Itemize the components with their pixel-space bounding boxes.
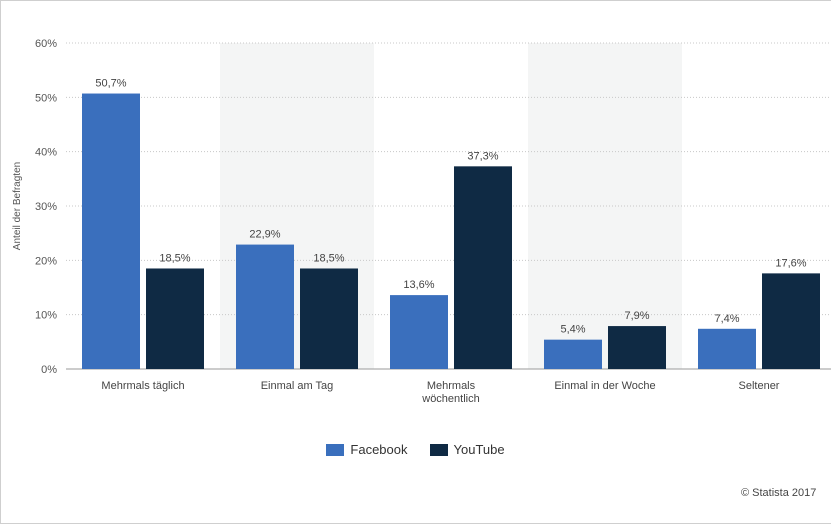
x-category-label: Einmal am Tag (261, 380, 334, 392)
category-band (528, 43, 682, 369)
bar-youtube[interactable] (146, 268, 204, 369)
legend-label-facebook: Facebook (350, 442, 408, 457)
bar-youtube[interactable] (454, 166, 512, 369)
bar-youtube[interactable] (762, 273, 820, 369)
legend: Facebook YouTube (0, 442, 831, 457)
data-label: 37,3% (467, 150, 498, 162)
x-category-label: Mehrmals täglich (101, 380, 184, 392)
legend-item-youtube[interactable]: YouTube (429, 442, 505, 457)
legend-label-youtube: YouTube (453, 442, 505, 457)
y-tick-label: 40% (35, 147, 57, 159)
x-category-label: Seltener (739, 380, 780, 392)
data-label: 17,6% (775, 257, 806, 269)
bar-facebook[interactable] (544, 339, 602, 369)
y-tick-label: 30% (35, 201, 57, 213)
y-axis-label: Anteil der Befragten (12, 162, 23, 250)
y-tick-label: 20% (35, 255, 57, 267)
data-label: 18,5% (159, 252, 190, 264)
bar-facebook[interactable] (82, 93, 140, 369)
data-label: 13,6% (403, 279, 434, 291)
y-tick-label: 50% (35, 92, 57, 104)
data-label: 5,4% (560, 324, 585, 336)
legend-item-facebook[interactable]: Facebook (326, 442, 408, 457)
legend-swatch-youtube (429, 443, 448, 456)
data-label: 50,7% (95, 78, 126, 90)
legend-swatch-facebook (326, 443, 345, 456)
y-tick-label: 60% (35, 38, 57, 50)
bar-facebook[interactable] (390, 295, 448, 369)
bar-chart: 0% 10% 20% 30% 40% 50% 60% Anteil der Befragten… (12, 38, 831, 405)
x-category-label: Einmal in der Woche (554, 380, 655, 392)
x-category-label: wöchentlich (421, 393, 479, 405)
y-tick-label: 10% (35, 310, 57, 322)
y-tick-label: 0% (41, 364, 57, 376)
bar-youtube[interactable] (608, 326, 666, 369)
x-category-label: Mehrmals (427, 380, 476, 392)
bar-facebook[interactable] (236, 244, 294, 369)
data-label: 22,9% (249, 229, 280, 241)
data-label: 7,9% (624, 310, 649, 322)
data-label: 18,5% (313, 252, 344, 264)
bar-facebook[interactable] (698, 328, 756, 369)
data-label: 7,4% (714, 313, 739, 325)
bar-youtube[interactable] (300, 268, 358, 369)
statista-credit[interactable]: © Statista 2017 (741, 487, 817, 499)
